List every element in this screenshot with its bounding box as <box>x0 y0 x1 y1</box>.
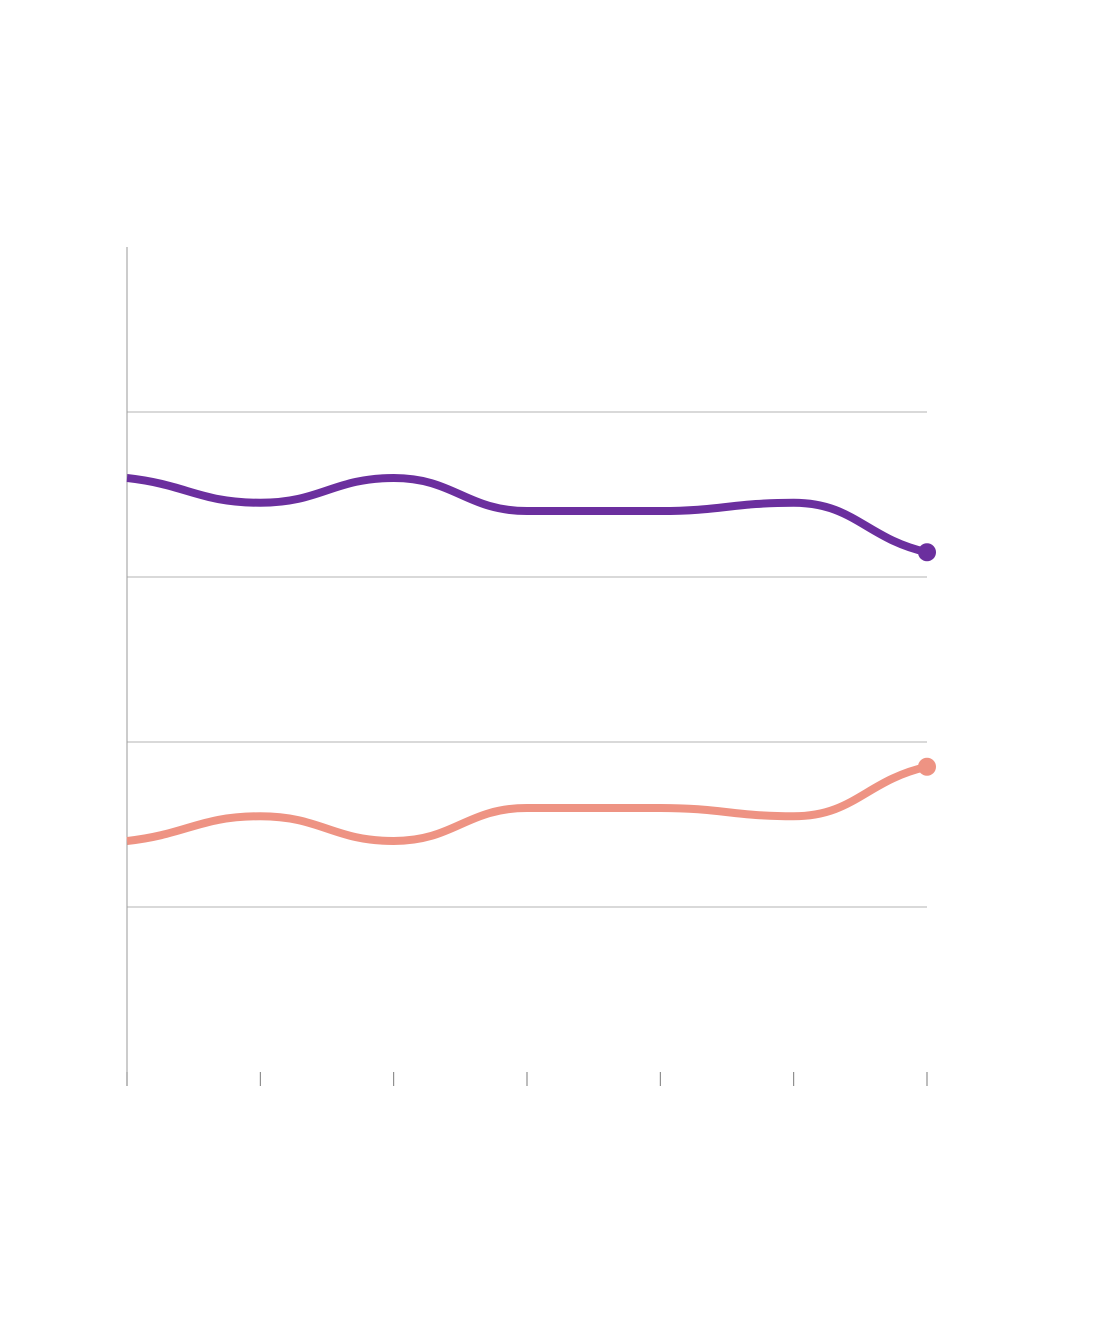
axes <box>126 247 928 1086</box>
series-lines <box>126 474 928 845</box>
end-markers <box>918 543 936 776</box>
series-end-marker-1 <box>918 757 936 776</box>
series-line-1 <box>126 762 928 845</box>
series-end-marker-0 <box>918 543 936 562</box>
gridlines <box>127 411 927 908</box>
series-line-0 <box>126 474 928 557</box>
